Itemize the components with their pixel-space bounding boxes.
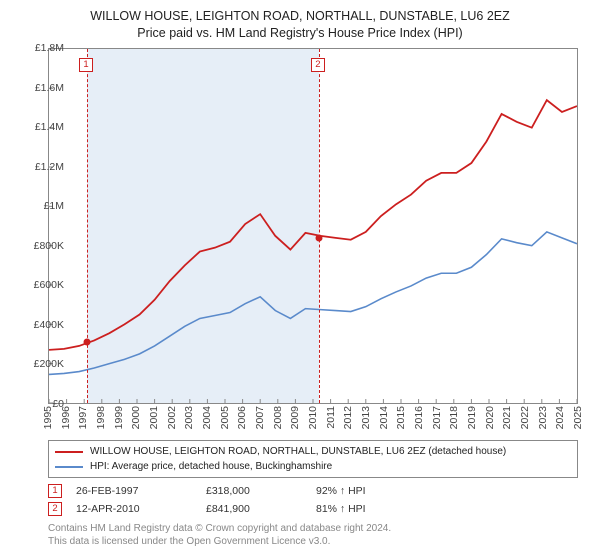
x-axis-label: 2019 (466, 406, 478, 429)
x-axis-label: 1998 (95, 406, 107, 429)
x-axis-label: 2013 (360, 406, 372, 429)
x-axis-label: 2023 (537, 406, 549, 429)
marker-date: 12-APR-2010 (76, 503, 206, 515)
series-property-line (49, 100, 577, 350)
marker-badge: 2 (48, 502, 62, 516)
legend-item-2: HPI: Average price, detached house, Buck… (55, 459, 571, 474)
x-axis-label: 1996 (60, 406, 72, 429)
x-axis-label: 2002 (166, 406, 178, 429)
marker-vline (87, 49, 88, 403)
chart-container: WILLOW HOUSE, LEIGHTON ROAD, NORTHALL, D… (0, 0, 600, 560)
x-axis-label: 2001 (148, 406, 160, 429)
x-axis-label: 2016 (413, 406, 425, 429)
marker-badge: 2 (311, 58, 325, 72)
marker-badge: 1 (48, 484, 62, 498)
legend: WILLOW HOUSE, LEIGHTON ROAD, NORTHALL, D… (48, 440, 578, 478)
marker-hpi: 92% ↑ HPI (316, 485, 366, 497)
series-hpi-line (49, 232, 577, 375)
footer-line-1: Contains HM Land Registry data © Crown c… (48, 522, 578, 535)
y-axis-label: £1.4M (35, 121, 64, 133)
legend-label-2: HPI: Average price, detached house, Buck… (90, 461, 332, 472)
marker-vline (319, 49, 320, 403)
x-axis-label: 2004 (201, 406, 213, 429)
x-axis-label: 2020 (484, 406, 496, 429)
y-axis-label: £600K (34, 279, 64, 291)
y-axis-label: £800K (34, 240, 64, 252)
x-axis-label: 2022 (519, 406, 531, 429)
marker-table: 1 26-FEB-1997£318,00092% ↑ HPI 2 12-APR-201… (48, 482, 578, 518)
x-axis-label: 2018 (448, 406, 460, 429)
x-axis-label: 2011 (325, 406, 337, 429)
titles: WILLOW HOUSE, LEIGHTON ROAD, NORTHALL, D… (0, 0, 600, 46)
y-axis-label: £400K (34, 319, 64, 331)
marker-row: 1 26-FEB-1997£318,00092% ↑ HPI (48, 482, 578, 500)
x-axis-label: 2024 (554, 406, 566, 429)
x-axis-label: 1995 (42, 406, 54, 429)
marker-dot (315, 235, 322, 242)
y-axis-label: £1.6M (35, 82, 64, 94)
legend-swatch-2 (55, 466, 83, 468)
footer-line-2: This data is licensed under the Open Gov… (48, 535, 578, 548)
marker-badge: 1 (79, 58, 93, 72)
marker-date: 26-FEB-1997 (76, 485, 206, 497)
x-axis-label: 2021 (501, 406, 513, 429)
legend-swatch-1 (55, 451, 83, 453)
x-axis-label: 2012 (342, 406, 354, 429)
x-axis-label: 1999 (113, 406, 125, 429)
marker-dot (83, 339, 90, 346)
x-axis-label: 2007 (254, 406, 266, 429)
legend-label-1: WILLOW HOUSE, LEIGHTON ROAD, NORTHALL, D… (90, 446, 506, 457)
y-axis-label: £1M (44, 200, 64, 212)
y-axis-label: £200K (34, 358, 64, 370)
y-axis-label: £1.2M (35, 161, 64, 173)
x-axis-label: 2000 (130, 406, 142, 429)
x-axis-label: 2014 (378, 406, 390, 429)
y-axis-label: £1.8M (35, 42, 64, 54)
chart-title: WILLOW HOUSE, LEIGHTON ROAD, NORTHALL, D… (10, 8, 590, 25)
footer: Contains HM Land Registry data © Crown c… (48, 522, 578, 548)
x-axis-label: 2015 (395, 406, 407, 429)
x-axis-label: 1997 (77, 406, 89, 429)
x-axis-label: 2008 (272, 406, 284, 429)
marker-row: 2 12-APR-2010£841,90081% ↑ HPI (48, 500, 578, 518)
x-axis-label: 2017 (431, 406, 443, 429)
x-axis-label: 2005 (219, 406, 231, 429)
x-axis-label: 2025 (572, 406, 584, 429)
plot-area (48, 48, 578, 404)
chart-subtitle: Price paid vs. HM Land Registry's House … (10, 25, 590, 42)
marker-price: £318,000 (206, 485, 316, 497)
chart-svg (49, 49, 577, 403)
marker-price: £841,900 (206, 503, 316, 515)
x-axis-label: 2010 (307, 406, 319, 429)
x-axis-label: 2006 (236, 406, 248, 429)
x-axis-label: 2003 (183, 406, 195, 429)
x-axis-label: 2009 (289, 406, 301, 429)
marker-hpi: 81% ↑ HPI (316, 503, 366, 515)
legend-item-1: WILLOW HOUSE, LEIGHTON ROAD, NORTHALL, D… (55, 444, 571, 459)
